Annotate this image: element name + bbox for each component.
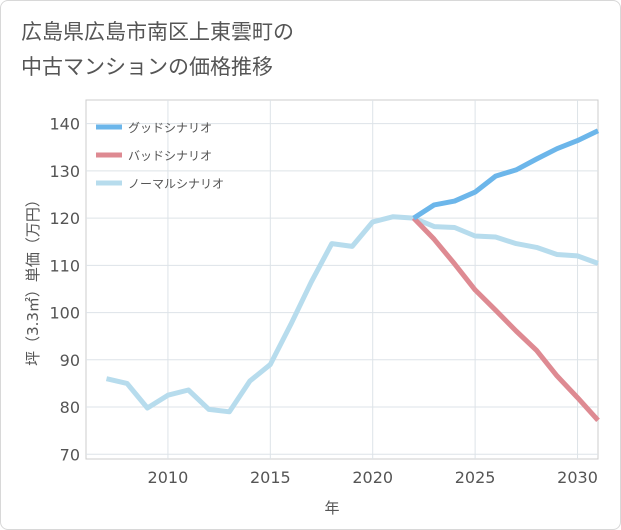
good-scenario-line: [412, 128, 600, 221]
y-tick-110: 110: [49, 256, 80, 275]
chart-title-line2: 中古マンションの価格推移: [21, 55, 273, 79]
bad-scenario-legend-label: バッドシナリオ: [128, 149, 212, 163]
x-axis-ticks: 2010 2015 2020 2025 2030: [148, 468, 598, 487]
y-tick-90: 90: [60, 351, 80, 370]
good-scenario-legend-label: グッドシナリオ: [128, 121, 212, 135]
x-tick-2010: 2010: [148, 468, 189, 487]
chart-title-line1: 広島県広島市南区上東雲町の: [21, 20, 294, 44]
bad-scenario-line: [411, 216, 600, 422]
y-axis-label: 坪（3.3㎡）単価（万円）: [24, 192, 42, 366]
y-tick-120: 120: [49, 209, 80, 228]
x-axis-label: 年: [324, 499, 339, 517]
normal-scenario-line: [105, 214, 599, 415]
plot-area-frame: [85, 99, 599, 460]
y-tick-70: 70: [60, 445, 80, 464]
x-tick-2025: 2025: [455, 468, 496, 487]
chart-title: 広島県広島市南区上東雲町の 中古マンションの価格推移: [21, 15, 294, 85]
x-tick-2020: 2020: [352, 468, 393, 487]
y-tick-80: 80: [60, 398, 80, 417]
x-tick-2015: 2015: [250, 468, 291, 487]
x-tick-2030: 2030: [557, 468, 598, 487]
y-tick-140: 140: [49, 115, 80, 134]
series-lines: [105, 128, 600, 422]
y-tick-100: 100: [49, 304, 80, 323]
y-axis-ticks: 70 80 90 100 110 120 130 140: [49, 115, 80, 465]
normal-scenario-legend-label: ノーマルシナリオ: [128, 177, 224, 191]
y-tick-130: 130: [49, 162, 80, 181]
